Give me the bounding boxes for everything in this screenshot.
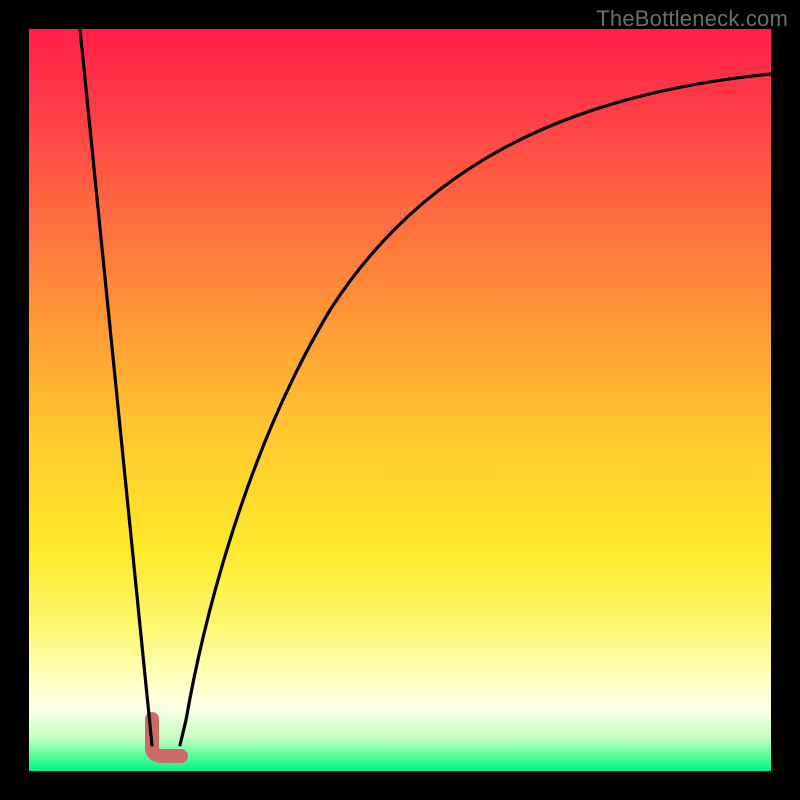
chart-plot-area (29, 29, 771, 771)
chart-svg (0, 0, 800, 800)
bottleneck-chart (0, 0, 800, 800)
watermark-text: TheBottleneck.com (596, 6, 788, 32)
